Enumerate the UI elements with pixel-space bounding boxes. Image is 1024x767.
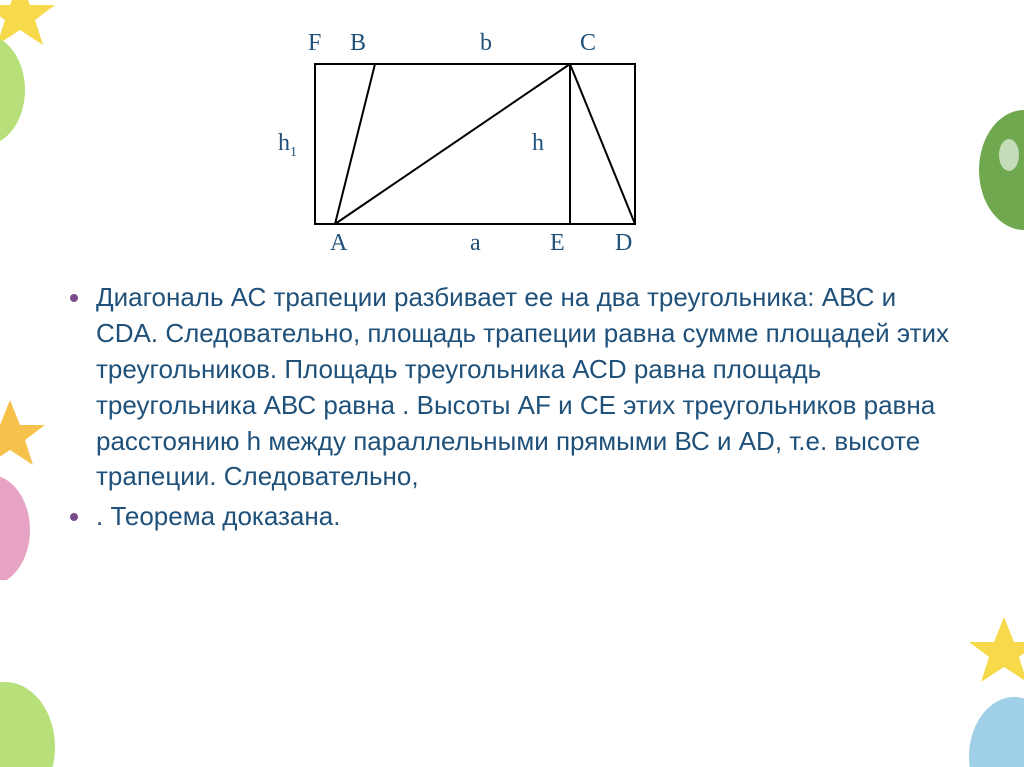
bullet-dot-icon xyxy=(70,294,78,302)
label-a: a xyxy=(470,230,481,257)
label-h: h xyxy=(532,130,544,157)
trapezoid-diagram: F B b C h1 h A a E D xyxy=(270,30,690,260)
label-b: b xyxy=(480,30,492,57)
label-h1: h1 xyxy=(278,130,297,161)
label-C: C xyxy=(580,30,596,57)
trapezoid-svg xyxy=(270,30,690,260)
deco-bottom-left xyxy=(0,627,105,767)
deco-right-green xyxy=(954,100,1024,260)
paragraph-1: Диагональ АС трапеции разбивает ее на дв… xyxy=(96,280,960,495)
bullet-item-1: Диагональ АС трапеции разбивает ее на дв… xyxy=(70,280,960,495)
bullet-dot-icon xyxy=(70,513,78,521)
paragraph-2: . Теорема доказана. xyxy=(96,499,340,535)
label-F: F xyxy=(308,30,321,57)
label-D: D xyxy=(615,230,632,257)
text-content: Диагональ АС трапеции разбивает ее на дв… xyxy=(70,280,960,539)
bullet-item-2: . Теорема доказана. xyxy=(70,499,960,535)
deco-top-left xyxy=(0,0,120,200)
label-B: B xyxy=(350,30,366,57)
label-E: E xyxy=(550,230,565,257)
label-h1-base: h xyxy=(278,130,290,156)
label-A: A xyxy=(330,230,347,257)
label-h1-sub: 1 xyxy=(290,145,297,160)
deco-bottom-right xyxy=(914,607,1024,767)
